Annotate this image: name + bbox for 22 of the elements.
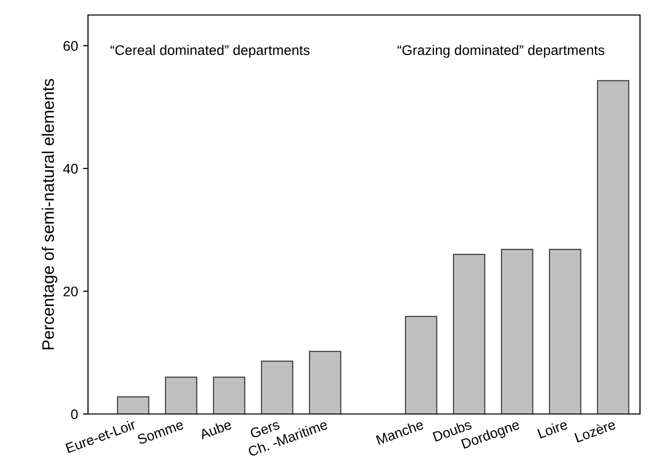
bar — [164, 376, 198, 414]
x-tick-label: Lozère — [574, 418, 616, 443]
bar — [548, 248, 582, 414]
bar — [260, 360, 294, 414]
bar — [500, 248, 534, 414]
x-tick-label: Somme — [136, 419, 184, 445]
bar — [116, 396, 150, 414]
bar — [308, 350, 342, 414]
annotation: “Grazing dominated” departments — [398, 44, 604, 58]
x-tick-label: Manche — [376, 419, 424, 445]
y-tick-label: 20 — [64, 286, 78, 296]
annotation: “Cereal dominated” departments — [110, 44, 310, 58]
bar — [404, 316, 438, 414]
y-axis-title: Percentage of semi-natural elements — [42, 78, 58, 350]
y-tick-label: 40 — [63, 164, 78, 174]
y-tick-label: 0 — [71, 409, 78, 420]
x-tick-label: Aube — [198, 419, 232, 440]
x-tick-label: Loire — [537, 419, 568, 439]
bar — [452, 254, 486, 414]
bar — [212, 376, 246, 414]
bar — [596, 80, 630, 414]
y-tick-label: 60 — [64, 41, 78, 51]
